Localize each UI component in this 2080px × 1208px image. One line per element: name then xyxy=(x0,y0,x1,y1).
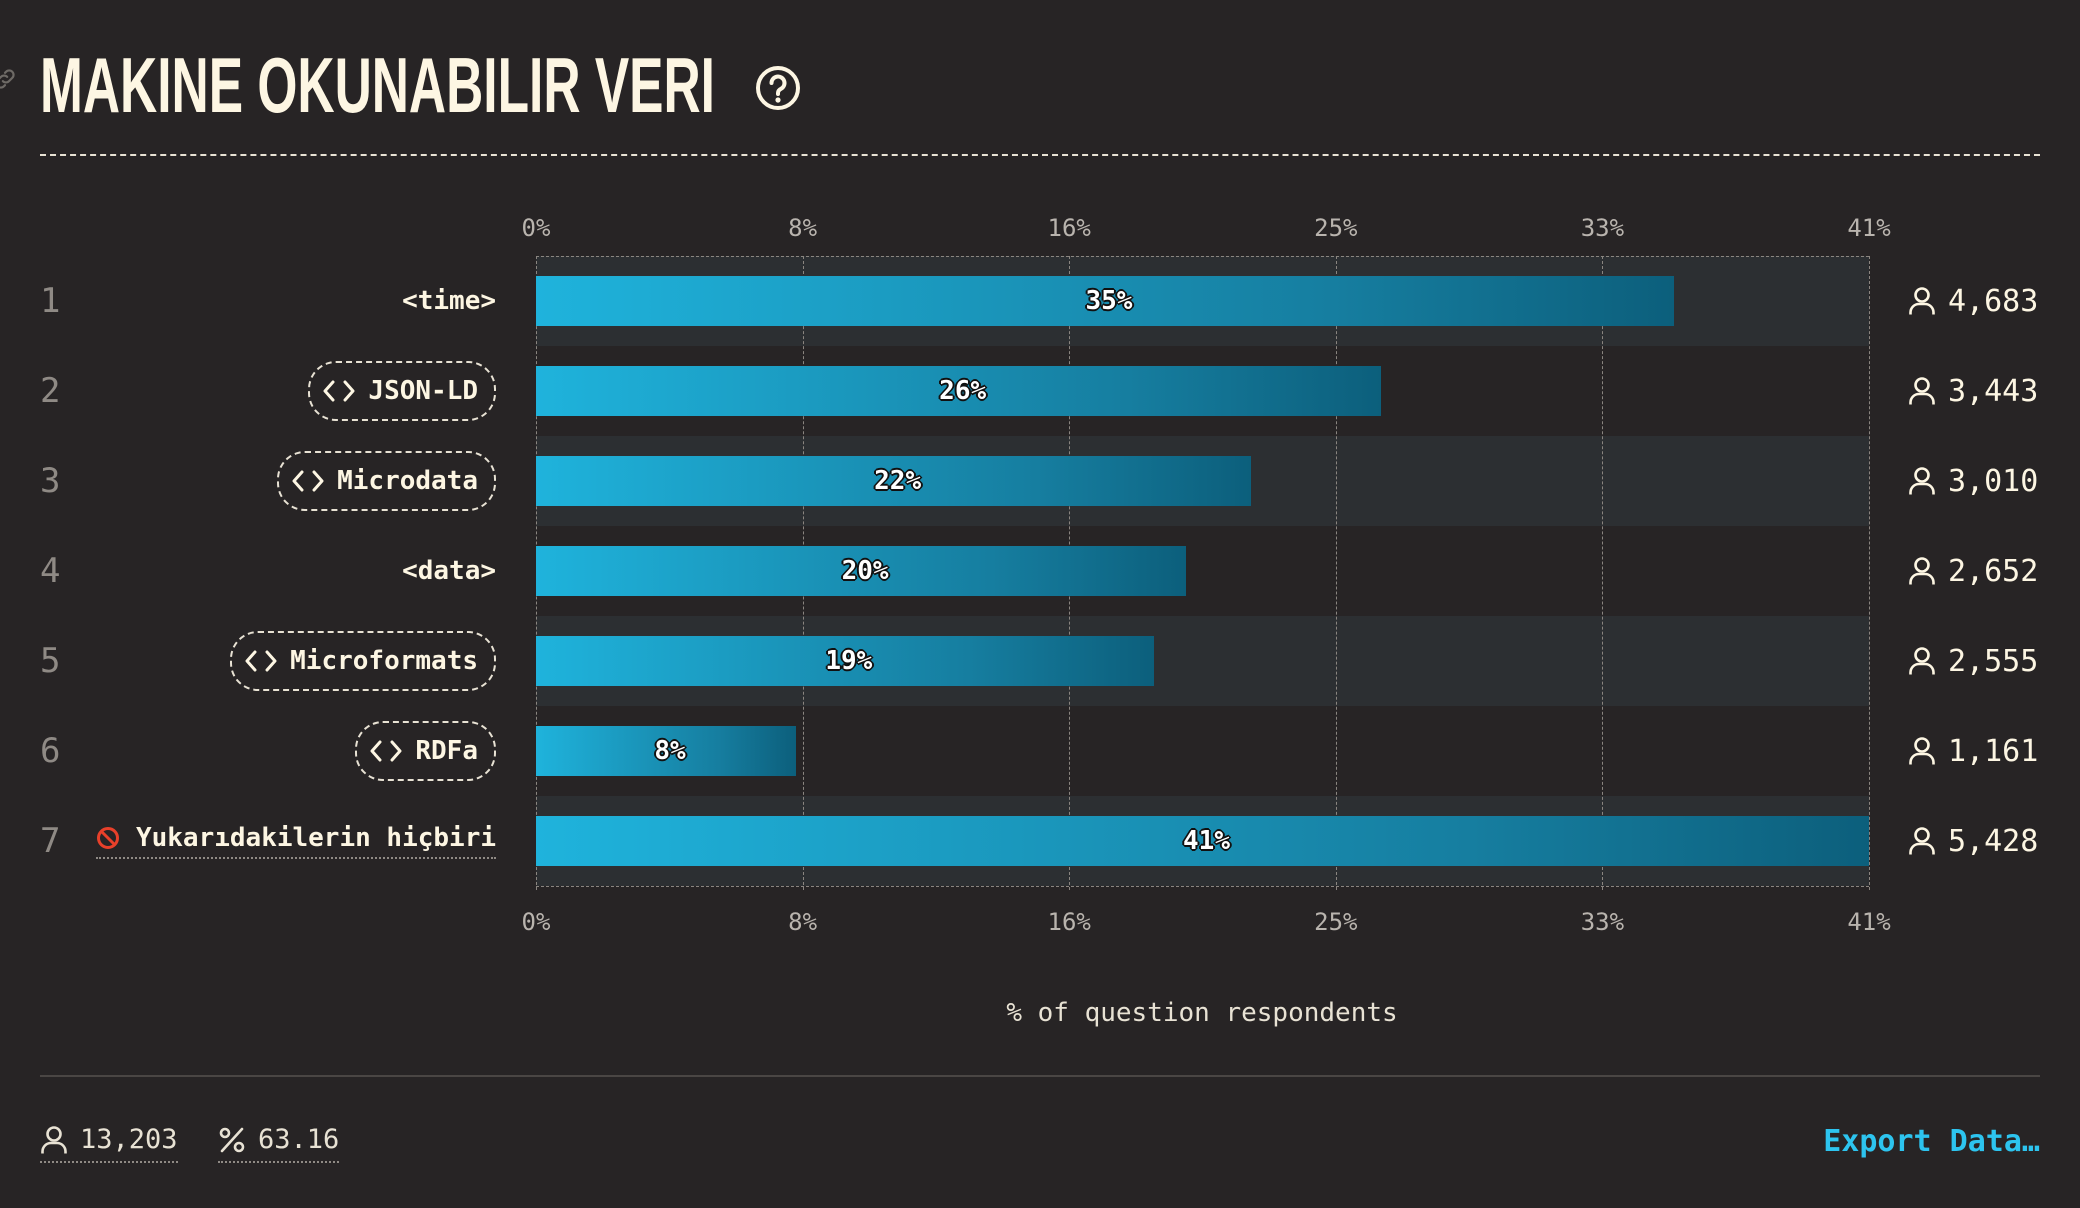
bar-value-label: 19% xyxy=(825,646,873,676)
bar-chart-plot-area: 35% 26% 22% 20% 19% 8% 41% xyxy=(536,256,1870,890)
category-label: <data> xyxy=(402,556,496,586)
bar-value-label: 20% xyxy=(841,556,889,586)
code-brackets-icon xyxy=(323,380,355,402)
respondent-count: 3,010 xyxy=(1908,436,2038,526)
user-icon xyxy=(41,1125,67,1153)
gridline xyxy=(1869,256,1870,890)
rank-number: 1 xyxy=(40,281,61,321)
count-text: 1,161 xyxy=(1948,733,2039,769)
gridline xyxy=(1335,256,1337,890)
bar[interactable]: 41% xyxy=(536,816,1869,866)
percent-icon xyxy=(219,1127,245,1152)
x-tick-label: 41% xyxy=(1847,908,1891,936)
user-icon xyxy=(1909,647,1935,675)
rank-number: 4 xyxy=(40,551,61,591)
category-pill[interactable]: RDFa xyxy=(355,721,496,781)
respondent-count: 1,161 xyxy=(1908,706,2038,796)
user-icon xyxy=(1909,737,1935,765)
x-axis-title: % of question respondents xyxy=(1006,998,1398,1028)
x-tick-label: 41% xyxy=(1847,214,1891,242)
x-tick-label: 0% xyxy=(521,214,551,242)
x-tick-label: 8% xyxy=(788,908,818,936)
x-axis-top-ticks: 0% 8% 16% 25% 33% 41% xyxy=(0,214,2080,244)
axis-line-top xyxy=(536,256,1869,257)
category-text: Yukarıdakilerin hiçbiri xyxy=(135,823,496,853)
count-text: 3,010 xyxy=(1948,463,2039,499)
bar-value-label: 26% xyxy=(939,376,987,406)
bar[interactable]: 19% xyxy=(536,636,1154,686)
respondent-count: 3,443 xyxy=(1908,346,2038,436)
code-brackets-icon xyxy=(292,470,324,492)
category-text: <time> xyxy=(402,286,496,316)
x-tick-label: 33% xyxy=(1580,214,1625,242)
x-tick-label: 25% xyxy=(1314,908,1358,936)
bar-value-label: 22% xyxy=(874,466,922,496)
category-text: Microformats xyxy=(290,646,478,676)
x-tick-label: 8% xyxy=(788,214,818,242)
respondent-count: 4,683 xyxy=(1908,256,2038,346)
link-icon[interactable] xyxy=(0,66,18,92)
category-text: RDFa xyxy=(415,736,478,766)
title-divider xyxy=(40,154,2040,156)
category-text: <data> xyxy=(402,556,496,586)
code-brackets-icon xyxy=(370,740,402,762)
respondents-stat[interactable]: 13,203 xyxy=(40,1124,178,1163)
question-circle-icon[interactable] xyxy=(754,64,802,112)
page-title: MAKINE OKUNABILIR VERI xyxy=(40,41,715,129)
x-tick-label: 33% xyxy=(1580,908,1625,936)
x-tick-label: 25% xyxy=(1314,214,1358,242)
axis-line-bottom xyxy=(536,886,1869,887)
rank-number: 5 xyxy=(40,641,61,681)
percentage-stat[interactable]: 63.16 xyxy=(218,1124,340,1163)
export-data-link[interactable]: Export Data… xyxy=(1823,1124,2040,1159)
user-icon xyxy=(1909,557,1935,585)
rank-number: 3 xyxy=(40,461,61,501)
category-text: Microdata xyxy=(337,466,478,496)
category-pill[interactable]: Microformats xyxy=(230,631,496,691)
bar[interactable]: 20% xyxy=(536,546,1187,596)
rank-number: 6 xyxy=(40,731,61,771)
x-axis-bottom-ticks: 0% 8% 16% 25% 33% 41% xyxy=(0,908,2080,938)
count-text: 4,683 xyxy=(1948,283,2039,319)
x-tick-label: 16% xyxy=(1047,214,1091,242)
respondent-count: 2,652 xyxy=(1908,526,2038,616)
count-text: 3,443 xyxy=(1948,373,2039,409)
x-tick-label: 0% xyxy=(521,908,551,936)
bar[interactable]: 26% xyxy=(536,366,1382,416)
respondent-count: 2,555 xyxy=(1908,616,2038,706)
user-icon xyxy=(1909,377,1935,405)
bar-value-label: 35% xyxy=(1085,286,1133,316)
count-text: 5,428 xyxy=(1948,823,2039,859)
gridline xyxy=(1602,256,1604,890)
prohibited-icon xyxy=(96,827,119,849)
bar[interactable]: 22% xyxy=(536,456,1252,506)
count-text: 2,555 xyxy=(1948,643,2039,679)
footer-divider xyxy=(40,1075,2040,1077)
category-pill[interactable]: Microdata xyxy=(277,451,496,511)
code-brackets-icon xyxy=(245,650,277,672)
rank-number: 7 xyxy=(40,821,61,861)
count-text: 2,652 xyxy=(1948,553,2039,589)
category-text: JSON-LD xyxy=(368,376,478,406)
x-tick-label: 16% xyxy=(1047,908,1091,936)
bar-value-label: 41% xyxy=(1183,826,1230,856)
bar[interactable]: 35% xyxy=(536,276,1674,326)
percentage-value: 63.16 xyxy=(258,1124,340,1155)
respondents-count: 13,203 xyxy=(80,1124,178,1155)
category-none-option[interactable]: Yukarıdakilerin hiçbiri xyxy=(95,823,496,859)
respondent-count: 5,428 xyxy=(1908,796,2038,886)
user-icon xyxy=(1909,827,1935,855)
category-label: <time> xyxy=(402,286,496,316)
bar-value-label: 8% xyxy=(654,736,686,766)
rank-number: 2 xyxy=(40,371,61,411)
category-pill[interactable]: JSON-LD xyxy=(308,361,496,421)
user-icon xyxy=(1909,287,1935,315)
user-icon xyxy=(1909,467,1935,495)
bar[interactable]: 8% xyxy=(536,726,797,776)
